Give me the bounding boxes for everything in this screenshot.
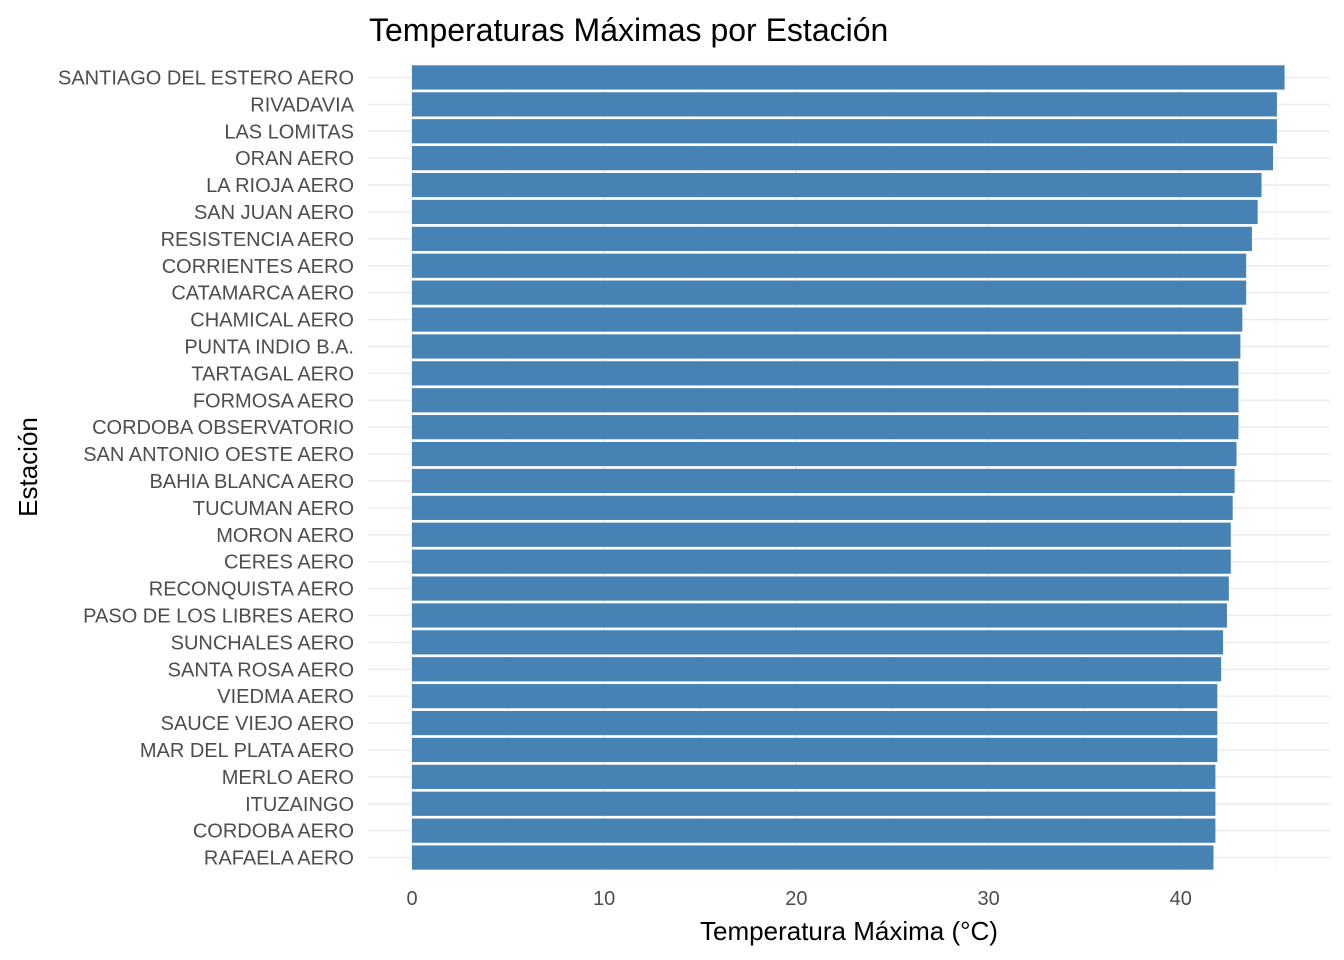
y-tick-label: SUNCHALES AERO: [171, 632, 354, 654]
y-tick-label: CERES AERO: [224, 552, 354, 574]
y-tick-label: RESISTENCIA AERO: [161, 229, 354, 251]
bar: [412, 845, 1214, 870]
bar: [412, 764, 1216, 789]
bar: [412, 119, 1277, 144]
y-tick-label: SAN JUAN AERO: [194, 202, 354, 224]
y-tick-label: BAHIA BLANCA AERO: [149, 471, 354, 493]
bar: [412, 468, 1235, 494]
x-tick-label: 0: [406, 888, 417, 910]
y-tick-label: MERLO AERO: [222, 767, 354, 789]
y-tick-label: RAFAELA AERO: [204, 848, 354, 870]
bar: [412, 684, 1218, 709]
x-tick-label: 40: [1170, 888, 1192, 910]
y-tick-label: LA RIOJA AERO: [206, 175, 354, 197]
y-tick-label: SANTA ROSA AERO: [168, 659, 354, 681]
bar: [412, 172, 1262, 198]
y-tick-label: TUCUMAN AERO: [193, 498, 354, 520]
bar: [412, 657, 1222, 682]
bar: [412, 576, 1229, 601]
y-tick-label: MORON AERO: [216, 525, 354, 547]
y-tick-label: PASO DE LOS LIBRES AERO: [83, 605, 354, 627]
x-tick-label: 30: [977, 888, 999, 910]
bar: [412, 307, 1243, 332]
y-tick-label: CORDOBA AERO: [193, 821, 354, 843]
bar: [412, 146, 1274, 171]
y-tick-label: RECONQUISTA AERO: [149, 579, 354, 601]
bar: [412, 65, 1285, 90]
y-tick-label: RIVADAVIA: [250, 94, 354, 116]
x-tick-label: 10: [593, 888, 615, 910]
bar: [412, 818, 1216, 843]
x-tick-labels: 0 10 20 30 40: [406, 888, 1191, 910]
y-tick-label: MAR DEL PLATA AERO: [140, 740, 354, 762]
x-tick-label: 20: [785, 888, 807, 910]
bar: [412, 710, 1218, 736]
y-tick-labels: SANTIAGO DEL ESTERO AERO RIVADAVIA LAS LOM…: [58, 67, 355, 869]
bar: [412, 199, 1258, 225]
bar: [412, 280, 1247, 305]
bar: [412, 361, 1239, 386]
chart-title: Temperaturas Máximas por Estación: [369, 12, 888, 48]
bars: [412, 65, 1285, 870]
y-tick-label: LAS LOMITAS: [224, 121, 354, 143]
bar: [412, 522, 1231, 547]
bar: [412, 441, 1237, 467]
y-tick-label: SANTIAGO DEL ESTERO AERO: [58, 67, 354, 89]
y-tick-label: SAUCE VIEJO AERO: [161, 713, 354, 735]
x-axis-title: Temperatura Máxima (°C): [700, 916, 998, 946]
bar: [412, 334, 1241, 359]
bar: [412, 791, 1216, 816]
y-tick-label: FORMOSA AERO: [193, 390, 354, 412]
y-tick-label: PUNTA INDIO B.A.: [184, 336, 354, 358]
bar: [412, 549, 1231, 574]
bar: [412, 388, 1239, 413]
y-tick-label: TARTAGAL AERO: [191, 363, 354, 385]
bar: [412, 737, 1218, 763]
bar: [412, 253, 1247, 278]
bar: [412, 603, 1227, 628]
y-tick-label: ITUZAINGO: [245, 794, 354, 816]
y-tick-label: ORAN AERO: [235, 148, 354, 170]
y-axis-title: Estación: [13, 417, 43, 517]
y-tick-label: VIEDMA AERO: [217, 686, 354, 708]
bar: [412, 495, 1233, 520]
bar: [412, 92, 1277, 117]
y-tick-label: CATAMARCA AERO: [171, 283, 354, 305]
y-tick-label: CORRIENTES AERO: [162, 256, 354, 278]
bar: [412, 226, 1252, 251]
bar: [412, 630, 1224, 655]
y-tick-label: CORDOBA OBSERVATORIO: [92, 417, 354, 439]
bar: [412, 415, 1239, 440]
y-tick-label: CHAMICAL AERO: [190, 310, 354, 332]
y-tick-label: SAN ANTONIO OESTE AERO: [83, 444, 354, 466]
